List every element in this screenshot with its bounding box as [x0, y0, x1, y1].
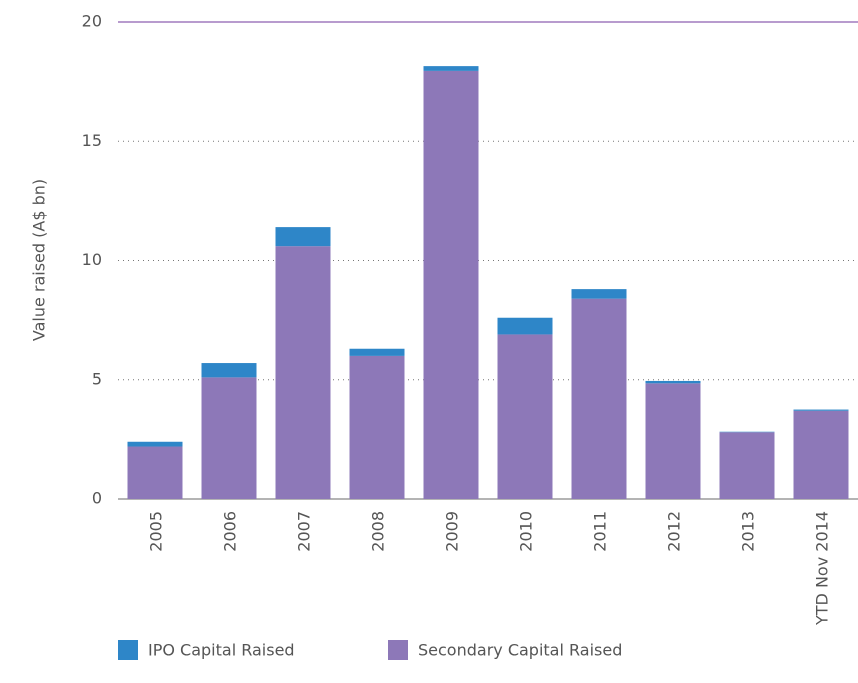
- legend-label: Secondary Capital Raised: [418, 641, 622, 660]
- bar-segment: [720, 432, 775, 499]
- x-tick-label: 2006: [221, 511, 240, 552]
- bar-segment: [202, 377, 257, 499]
- bar-segment: [794, 410, 849, 411]
- bar-segment: [350, 349, 405, 356]
- y-tick-label: 20: [82, 12, 102, 31]
- bar-segment: [350, 356, 405, 499]
- bar-segment: [498, 318, 553, 335]
- legend-swatch: [388, 640, 408, 660]
- bar-segment: [498, 334, 553, 499]
- bar-segment: [572, 299, 627, 499]
- bar-segment: [424, 66, 479, 71]
- x-tick-label: 2011: [591, 511, 610, 552]
- bar-segment: [276, 227, 331, 246]
- y-tick-label: 15: [82, 131, 102, 150]
- bar-segment: [202, 363, 257, 377]
- x-tick-label: YTD Nov 2014: [813, 511, 832, 626]
- bar-segment: [646, 381, 701, 383]
- bar-segment: [424, 71, 479, 499]
- x-tick-label: 2005: [147, 511, 166, 552]
- y-tick-label: 0: [92, 489, 102, 508]
- x-tick-label: 2009: [443, 511, 462, 552]
- x-tick-label: 2012: [665, 511, 684, 552]
- legend-label: IPO Capital Raised: [148, 641, 295, 660]
- bar-segment: [276, 246, 331, 499]
- legend-swatch: [118, 640, 138, 660]
- bar-segment: [646, 383, 701, 499]
- x-tick-label: 2010: [517, 511, 536, 552]
- x-tick-label: 2007: [295, 511, 314, 552]
- x-tick-label: 2013: [739, 511, 758, 552]
- y-tick-label: 5: [92, 369, 102, 388]
- bar-segment: [572, 289, 627, 299]
- y-tick-label: 10: [82, 250, 102, 269]
- bar-segment: [128, 447, 183, 499]
- bar-segment: [794, 411, 849, 499]
- y-axis-label: Value raised (A$ bn): [30, 179, 49, 341]
- bar-segment: [128, 442, 183, 447]
- x-tick-label: 2008: [369, 511, 388, 552]
